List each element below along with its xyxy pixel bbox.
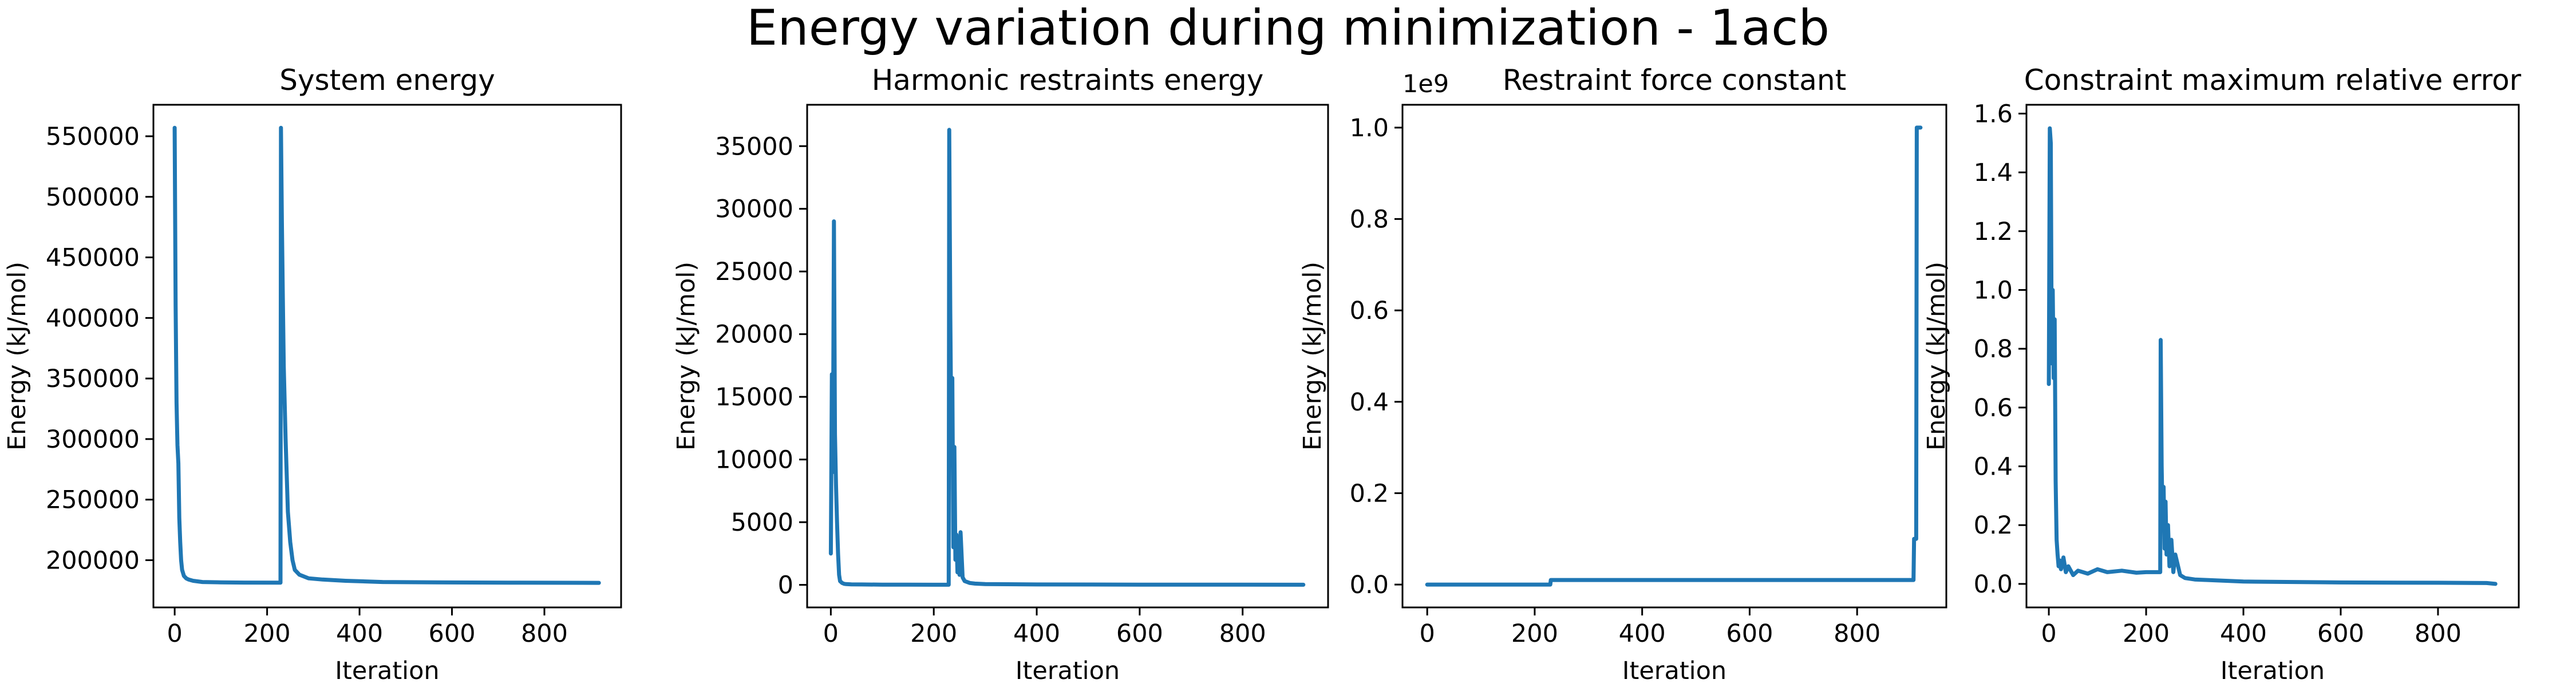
y-axis-label: Energy (kJ/mol) [1298,262,1327,451]
y-tick-label: 0.8 [1350,206,1389,234]
x-axis-label: Iteration [2221,657,2325,685]
x-tick-label: 400 [1619,619,1666,648]
y-tick-label: 450000 [46,244,140,273]
x-tick-label: 400 [1013,619,1060,648]
y-tick-label: 30000 [715,195,793,224]
y-tick-label: 500000 [46,183,140,212]
x-tick-label: 200 [2123,619,2170,648]
y-tick-label: 0.2 [1350,479,1389,508]
y-tick-label: 300000 [46,425,140,454]
series-line [172,125,601,585]
x-tick-label: 600 [428,619,475,648]
y-tick-label: 1.0 [1350,114,1389,143]
y-tick-label: 10000 [715,446,793,475]
y-tick-label: 250000 [46,486,140,515]
chart-panel-3: 0 200 400 600 800 0.0 0.2 0.4 0.6 0.8 1.0 Restraint… [1298,64,1947,685]
x-tick-label: 400 [336,619,383,648]
y-tick-label: 0.6 [1974,394,2013,423]
series-line [2046,126,2498,586]
y-tick-label: 400000 [46,304,140,333]
y-tick-label: 0.6 [1350,297,1389,325]
x-axis-label: Iteration [1622,657,1726,685]
y-tick-label: 15000 [715,383,793,412]
y-tick-label: 1.0 [1974,276,2013,305]
plot-frame [152,104,622,609]
x-tick-label: 200 [910,619,957,648]
series-line [828,128,1306,587]
x-axis-label: Iteration [335,657,439,685]
x-tick-label: 800 [1219,619,1266,648]
y-tick-label: 0.4 [1350,388,1389,417]
y-tick-label: 550000 [46,123,140,151]
chart-title: Restraint force constant [1503,64,1846,97]
x-tick-label: 800 [2415,619,2462,648]
y-tick-label: 0.8 [1974,335,2013,364]
y-axis-label: Energy (kJ/mol) [672,262,701,451]
figure-suptitle: Energy variation during minimization - 1… [746,0,1830,57]
y-tick-label: 0.0 [1974,570,2013,599]
x-tick-label: 0 [2041,619,2056,648]
chart-title: System energy [279,64,495,97]
plot-frame [2025,104,2520,609]
plot-frame [1401,104,1947,609]
y-tick-label: 35000 [715,132,793,161]
y-tick-label: 25000 [715,258,793,286]
chart-title: Harmonic restraints energy [872,64,1264,97]
x-tick-label: 600 [1116,619,1163,648]
chart-panel-1: 0 200 400 600 800 200000 250000 300000 350000 400… [3,64,622,685]
y-tick-label: 1.2 [1974,218,2013,246]
chart-panel-2: 0 200 400 600 800 0 5000 10000 15000 20000 25000 30… [672,64,1329,685]
x-tick-label: 200 [244,619,291,648]
x-tick-label: 800 [1834,619,1880,648]
y-axis-label: Energy (kJ/mol) [1922,262,1951,451]
x-tick-label: 0 [1420,619,1435,648]
y-tick-label: 1.4 [1974,159,2013,187]
y-tick-label: 0 [778,571,793,600]
y-tick-label: 0.0 [1350,571,1389,599]
y-tick-label: 200000 [46,546,140,575]
series-line [1425,125,1923,587]
x-tick-label: 400 [2220,619,2267,648]
x-axis-label: Iteration [1016,657,1120,685]
y-tick-label: 1.6 [1974,100,2013,128]
y-offset-text: 1e9 [1402,70,1449,98]
y-tick-label: 5000 [731,508,793,537]
y-tick-label: 20000 [715,321,793,349]
chart-title: Constraint maximum relative error [2024,64,2522,97]
x-tick-label: 600 [1726,619,1773,648]
x-tick-label: 0 [167,619,182,648]
x-tick-label: 600 [2317,619,2364,648]
y-tick-label: 0.2 [1974,511,2013,540]
chart-panel-4: 0 200 400 600 800 0.0 0.2 0.4 0.6 0.8 1.0 1.2 1.4 1.6… [1922,64,2522,685]
y-tick-label: 0.4 [1974,453,2013,481]
y-tick-label: 350000 [46,365,140,393]
x-tick-label: 200 [1511,619,1558,648]
x-tick-label: 0 [823,619,839,648]
plot-frame [806,104,1329,609]
y-axis-label: Energy (kJ/mol) [3,262,31,451]
x-tick-label: 800 [521,619,568,648]
